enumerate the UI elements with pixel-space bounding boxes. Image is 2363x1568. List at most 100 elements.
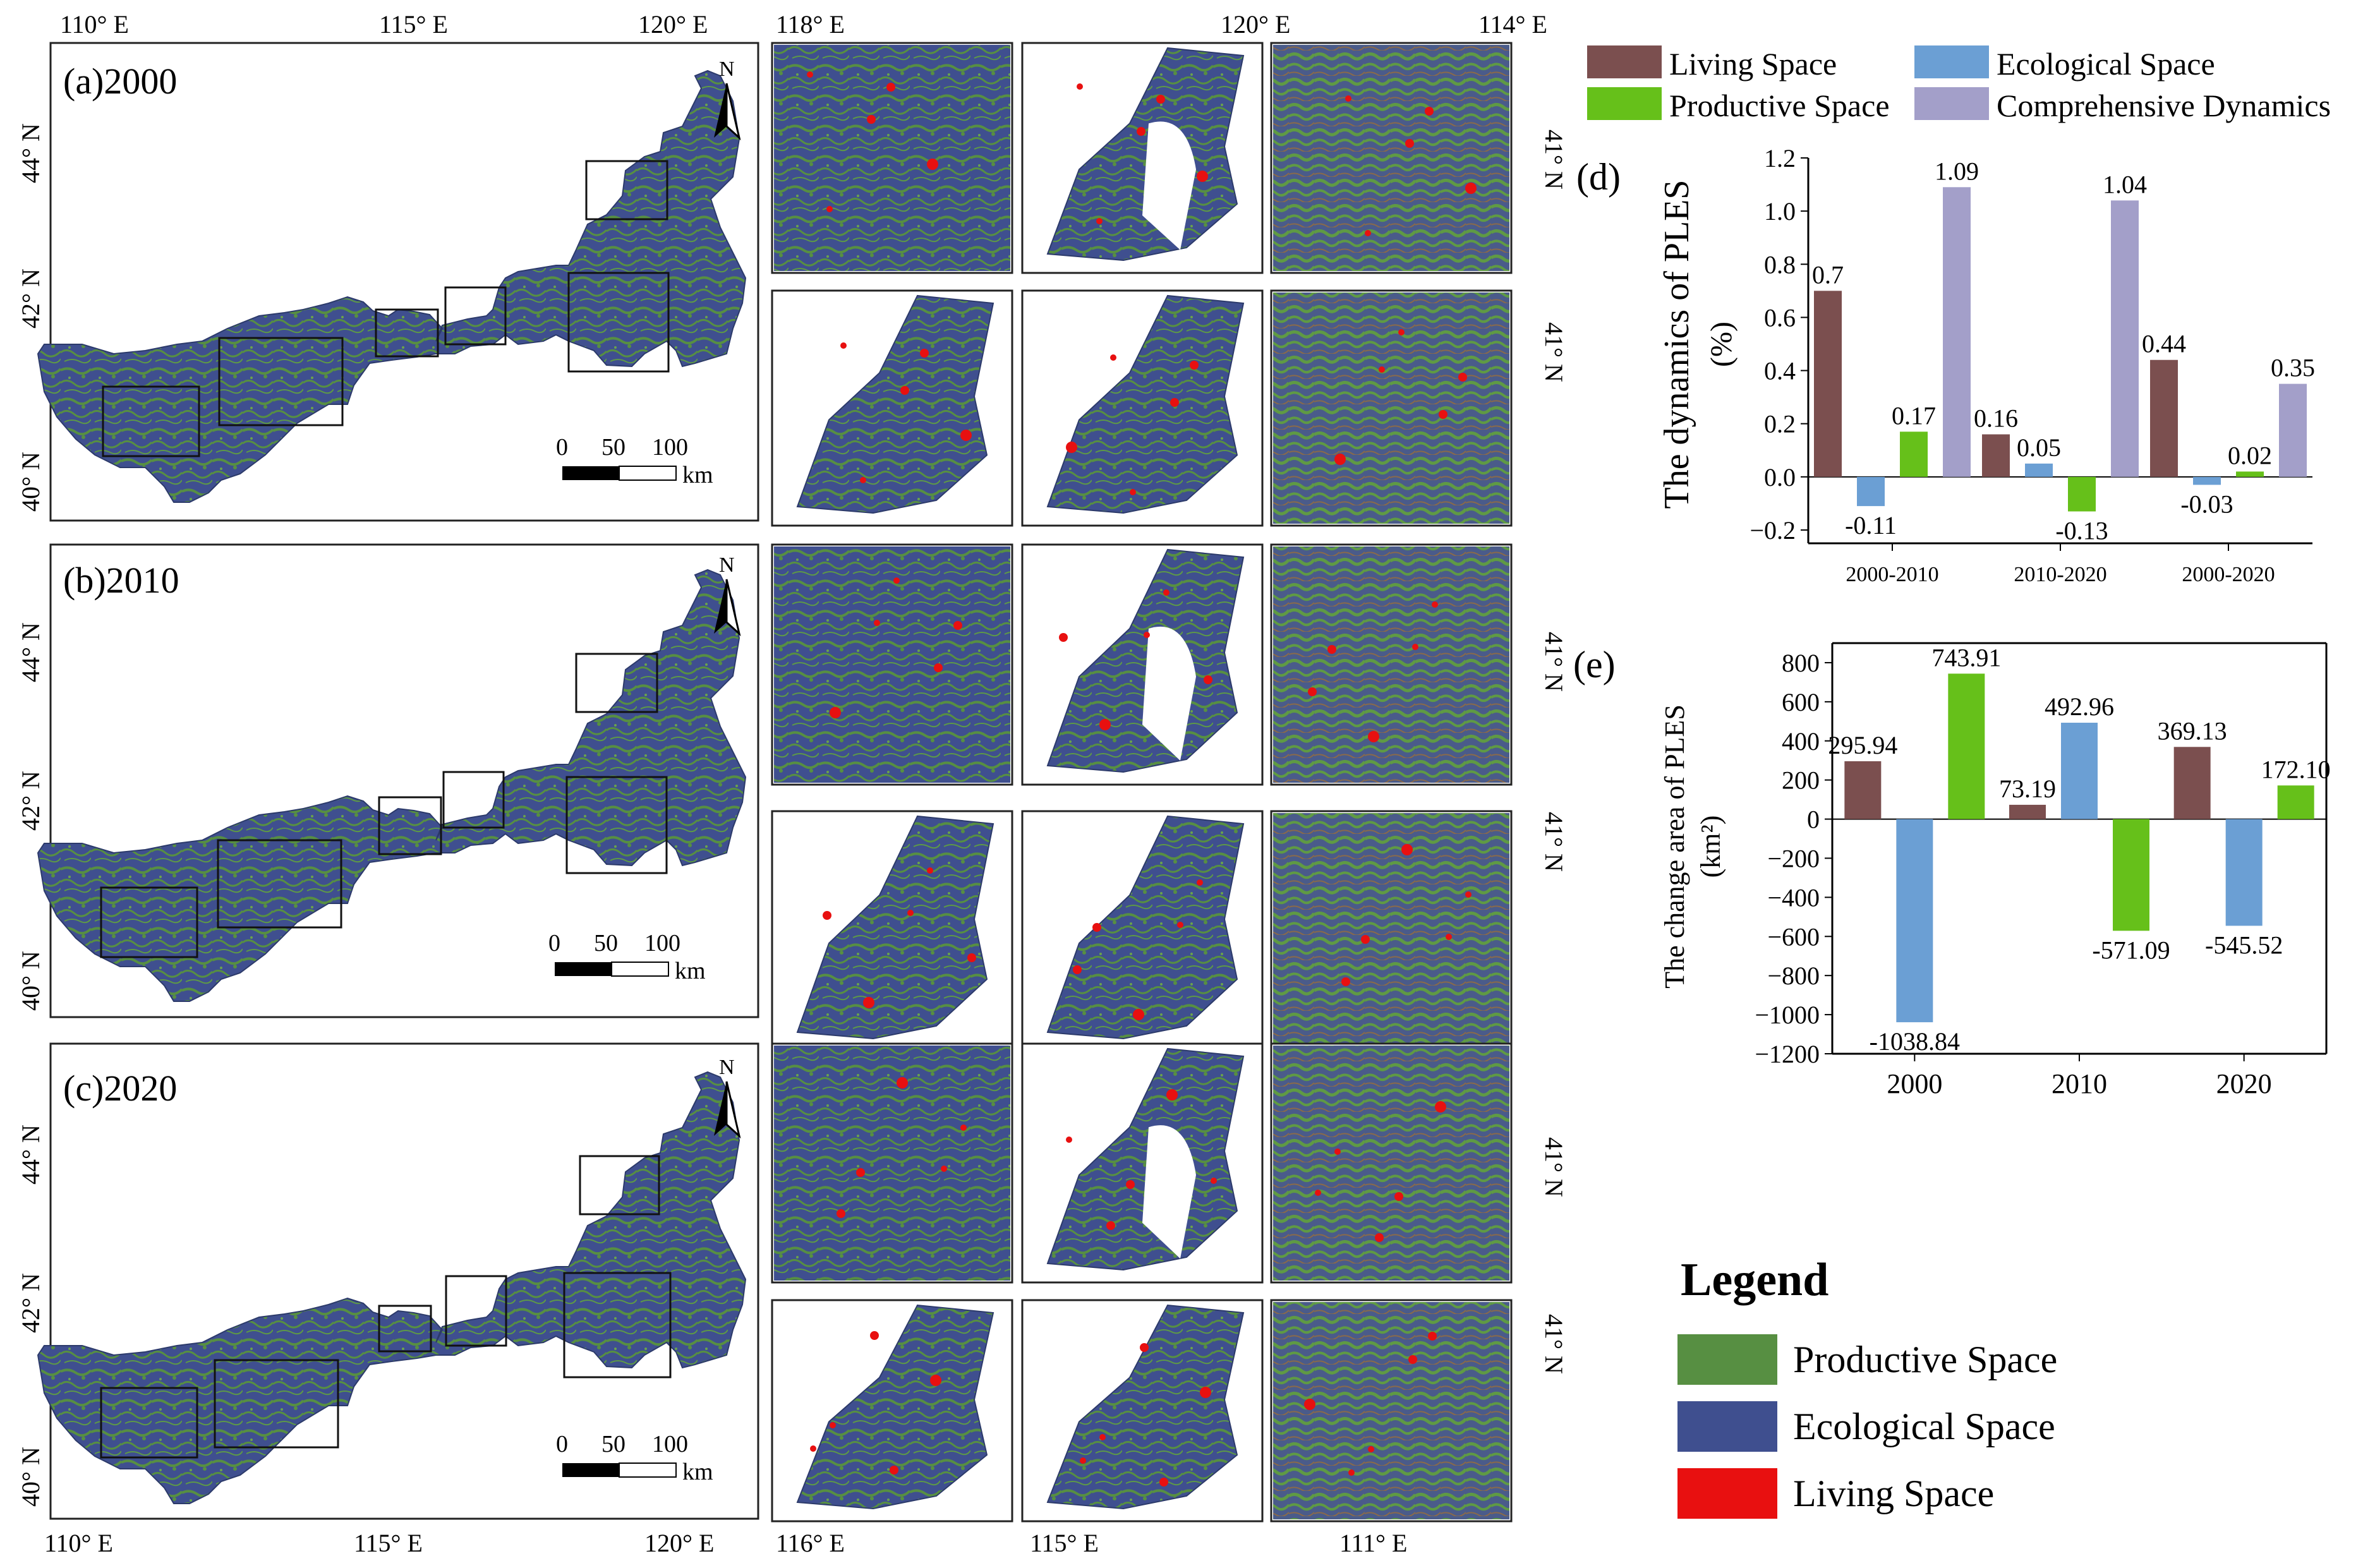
y-tick-label: 0.8 (1764, 250, 1796, 279)
bar-living (1844, 761, 1882, 819)
y-tick-label: −0.2 (1750, 516, 1796, 545)
bar-ecological (1896, 819, 1933, 1023)
inset-lat-label: 41° N (1540, 812, 1568, 872)
map-legend-label-ecological: Ecological Space (1793, 1406, 2055, 1447)
data-label: 0.02 (2228, 441, 2272, 469)
data-label: 0.7 (1812, 260, 1844, 289)
y-tick-label: 0.4 (1764, 357, 1796, 385)
svg-text:100: 100 (652, 1431, 688, 1457)
data-label: 0.44 (2142, 330, 2186, 358)
svg-text:km: km (682, 1459, 713, 1485)
map-panel-2010: (b)2010 N 0 50 100 km 44° N 42° N 40° N (16, 543, 759, 1018)
data-label: 492.96 (2045, 692, 2114, 721)
y-tick-label: −200 (1767, 844, 1820, 872)
scale-bar: 0 50 100 km (556, 434, 713, 488)
svg-text:100: 100 (644, 930, 680, 956)
lon-label-bottom-110: 110° E (44, 1529, 113, 1557)
y-axis-title-e: The change area of PLES (1659, 704, 1690, 989)
zoom-inset-panel (1270, 42, 1513, 274)
zoom-box (100, 1387, 198, 1459)
bar-living (2009, 804, 2046, 819)
zoom-inset-panel (771, 42, 1013, 274)
y-tick-label: −600 (1767, 922, 1820, 951)
y-axis-unit-d: (%) (1705, 322, 1738, 367)
bar-ecological (2225, 819, 2263, 926)
inset-lon-top-120: 120° E (1221, 10, 1290, 39)
bar-comprehensive (2111, 200, 2139, 477)
zoom-inset-panel (1270, 289, 1513, 527)
bar-productive (2236, 471, 2264, 477)
zoom-box (579, 1155, 660, 1215)
zoom-box (567, 272, 670, 373)
svg-text:km: km (682, 462, 713, 488)
zoom-inset-panel (771, 1299, 1013, 1523)
zoom-box (575, 653, 658, 713)
data-label: -545.52 (2205, 931, 2283, 959)
inset-lon-top-118: 118° E (776, 10, 845, 39)
y-tick-label: 1.2 (1764, 144, 1796, 172)
zoom-box (563, 1272, 672, 1378)
data-label: 172.10 (2261, 755, 2331, 783)
north-arrow-icon: N (714, 1056, 741, 1139)
zoom-box (218, 337, 344, 426)
svg-text:100: 100 (652, 434, 688, 461)
map-legend: Legend Productive Space Ecological Space… (1677, 1254, 2057, 1519)
bar-comprehensive (1943, 187, 1971, 477)
y-tick-label: 0.6 (1764, 303, 1796, 332)
svg-text:50: 50 (594, 930, 618, 956)
bar-productive (1900, 431, 1928, 477)
lat-label-40: 40° N (16, 1447, 45, 1507)
data-label: 73.19 (1999, 775, 2056, 803)
data-label: 369.13 (2158, 716, 2227, 745)
x-tick-label: 2020 (2216, 1068, 2272, 1099)
inset-lon-bottom-111: 111° E (1339, 1529, 1407, 1557)
zoom-inset-panel (771, 543, 1013, 786)
map-panel-2000: (a)2000 N 0 50 100 km 44° N 42° N 40° N (16, 42, 759, 522)
north-arrow-icon: N (714, 57, 741, 141)
svg-text:km: km (675, 958, 706, 984)
scale-bar: 0 50 100 km (548, 930, 706, 984)
x-tick-label: 2000 (1887, 1068, 1942, 1099)
map-legend-title: Legend (1681, 1254, 1828, 1306)
data-label: 295.94 (1828, 731, 1897, 759)
panel-label-c: (c)2020 (63, 1068, 177, 1109)
zoom-inset-panel (1270, 1299, 1513, 1523)
data-label: 0.17 (1892, 401, 1936, 430)
zoom-inset-panel (1021, 1042, 1264, 1284)
bar-ecological (2061, 722, 2098, 819)
lat-label-42: 42° N (16, 1273, 45, 1333)
legend-swatch-living (1587, 45, 1662, 78)
zoom-box (585, 160, 668, 220)
bar-comprehensive (2279, 383, 2307, 477)
inset-lon-bottom-115: 115° E (1030, 1529, 1099, 1557)
zoom-inset-panel (1270, 543, 1513, 786)
zoom-box (565, 776, 668, 874)
y-tick-label: −400 (1767, 883, 1820, 912)
map-legend-swatch-productive (1677, 1334, 1777, 1385)
lon-label-bottom-115: 115° E (354, 1529, 423, 1557)
data-label: -1038.84 (1870, 1027, 1960, 1056)
y-tick-label: −1200 (1755, 1040, 1820, 1068)
legend-swatch-productive (1587, 87, 1662, 120)
zoom-box (445, 1275, 507, 1347)
y-tick-label: 1.0 (1764, 197, 1796, 226)
y-tick-label: 0 (1807, 805, 1820, 834)
zoom-box (442, 771, 505, 829)
bar-productive (2068, 476, 2096, 512)
data-label: 1.04 (2103, 170, 2147, 198)
inset-lat-label: 41° N (1540, 1314, 1568, 1374)
lon-label-bottom-120: 120° E (644, 1529, 714, 1557)
zoom-inset-grid (771, 42, 1513, 1523)
legend-label-productive: Productive Space (1669, 88, 1890, 123)
y-tick-label: −1000 (1755, 1001, 1820, 1029)
legend-label-comprehensive: Comprehensive Dynamics (1997, 88, 2331, 123)
svg-text:50: 50 (601, 434, 626, 461)
legend-label-living: Living Space (1669, 46, 1837, 81)
panel-label-b: (b)2010 (63, 560, 179, 601)
bar-productive (1948, 673, 1985, 819)
svg-text:50: 50 (601, 1431, 626, 1457)
data-label: -0.11 (1845, 511, 1897, 540)
y-tick-label: 200 (1782, 766, 1820, 795)
zoom-inset-panel (771, 1042, 1013, 1284)
panel-label-d: (d) (1576, 156, 1621, 198)
